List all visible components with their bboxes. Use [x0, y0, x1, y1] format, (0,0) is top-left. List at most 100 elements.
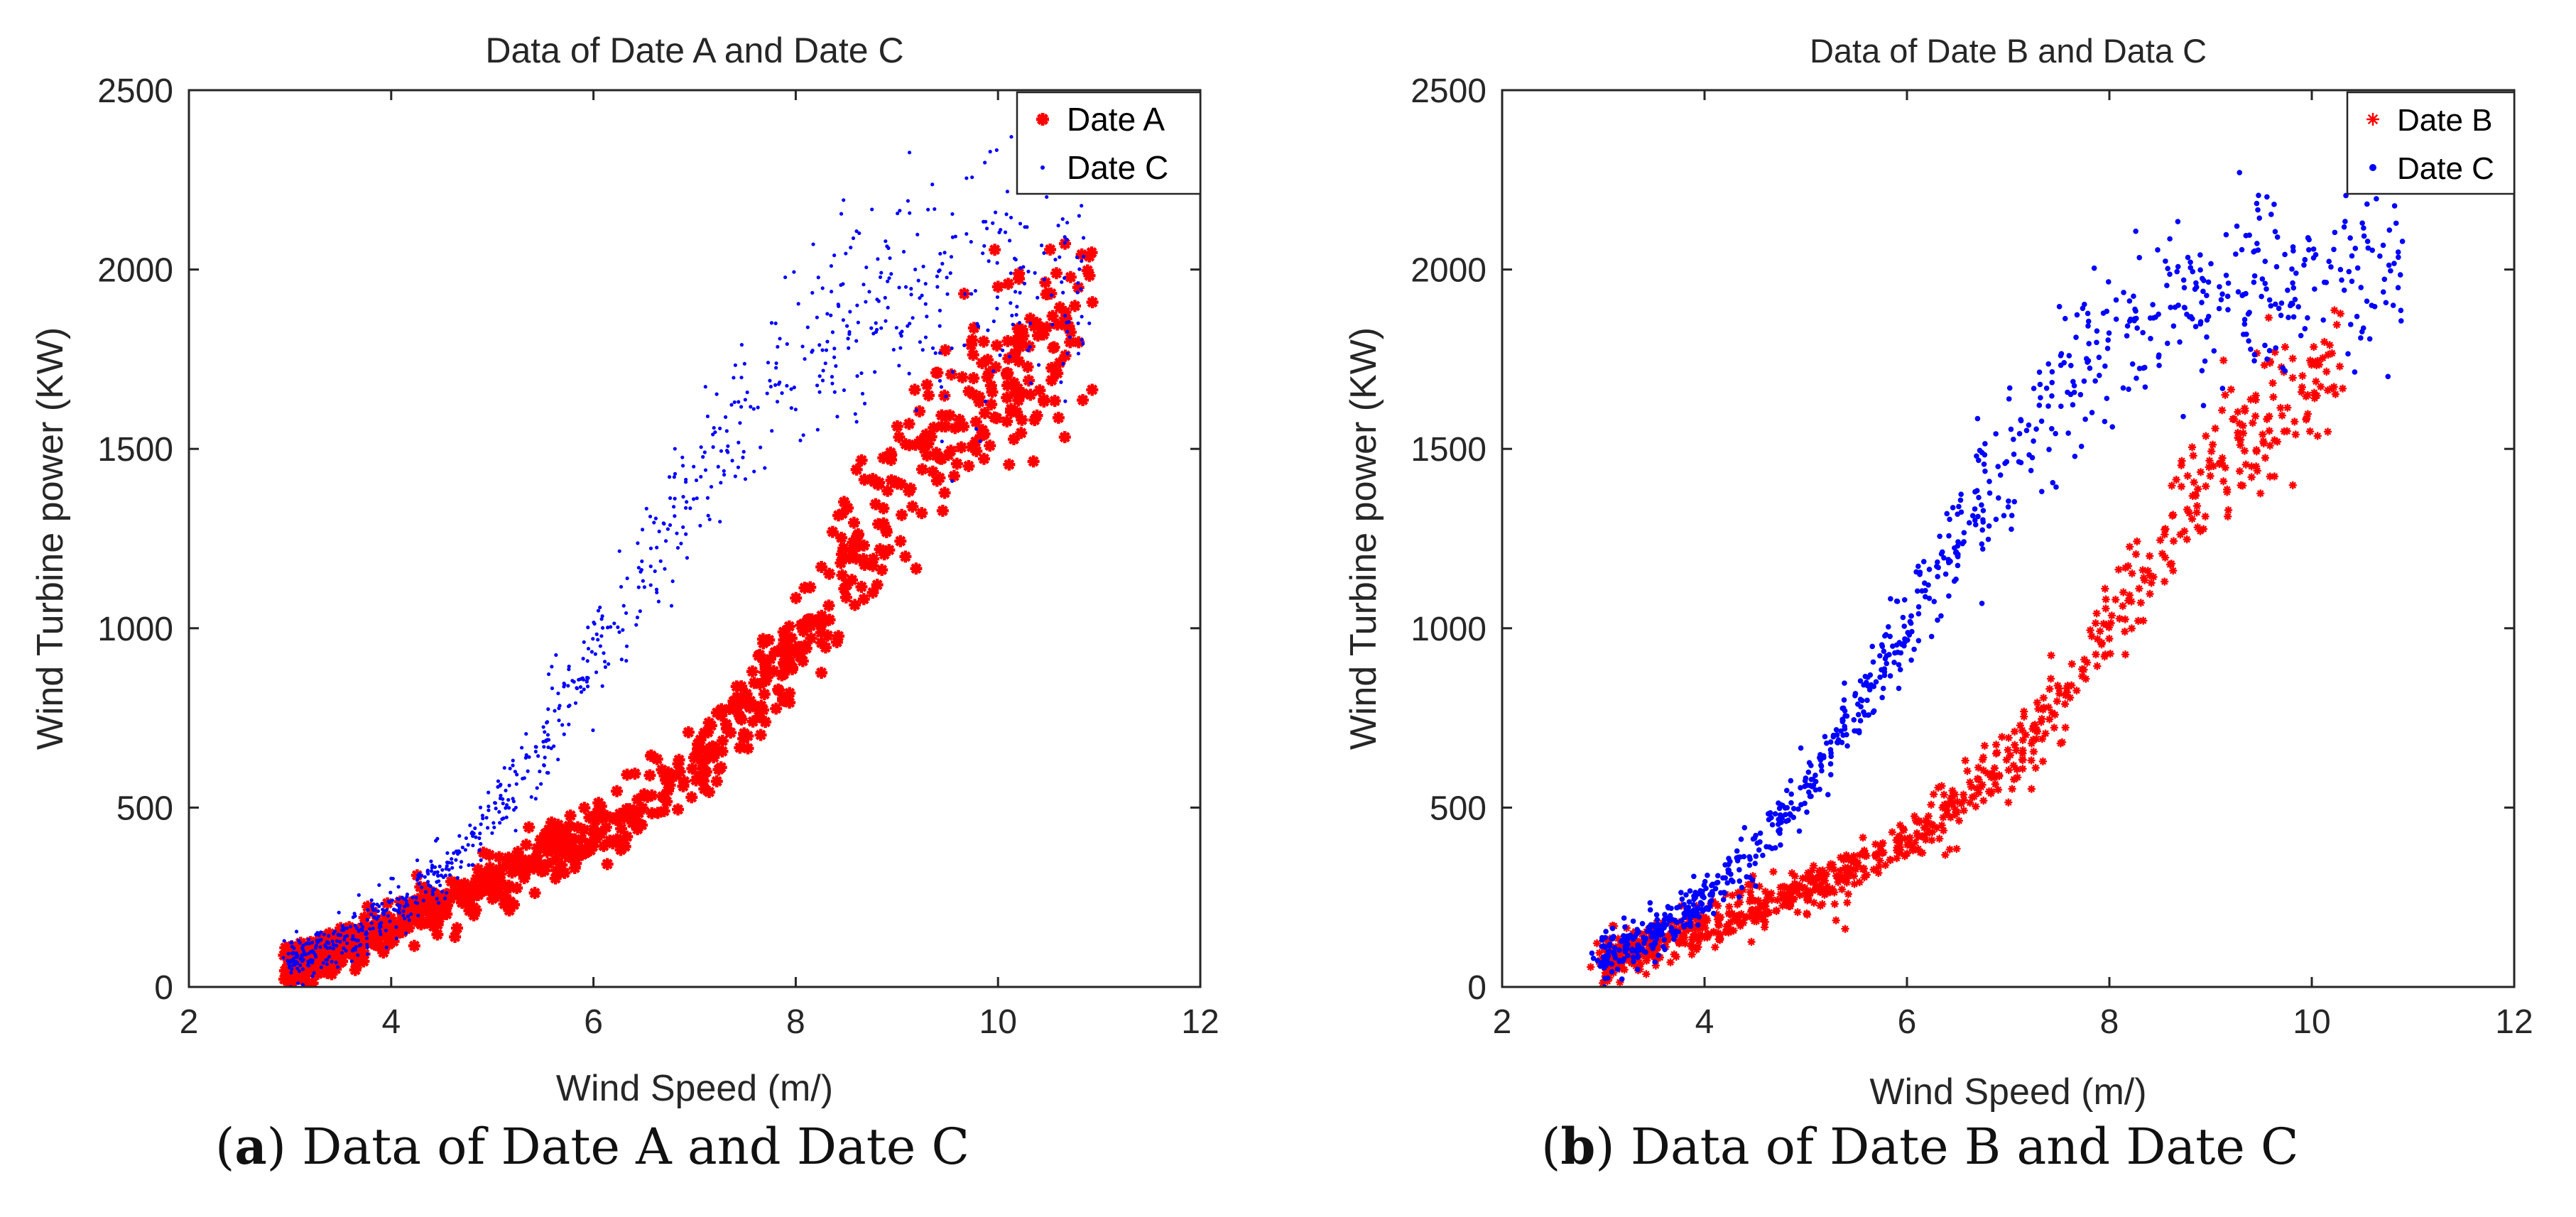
- data-point: [1960, 540, 1965, 547]
- data-point: [2268, 212, 2274, 217]
- data-point: [985, 398, 998, 410]
- data-point: [423, 875, 427, 879]
- data-point: [2181, 305, 2188, 310]
- data-point: [906, 501, 919, 513]
- data-point: [847, 536, 859, 549]
- data-point: [1881, 672, 1888, 679]
- data-point: [1641, 940, 1647, 946]
- data-point: [1709, 883, 1714, 888]
- data-point: [2285, 288, 2290, 293]
- data-point: [1958, 491, 1964, 497]
- data-point: [1025, 225, 1029, 229]
- data-point: [2251, 395, 2260, 404]
- data-point: [318, 945, 322, 949]
- data-point: [1678, 918, 1685, 924]
- data-point: [450, 866, 455, 870]
- data-point: [926, 207, 930, 212]
- data-point: [1893, 854, 1901, 863]
- data-point: [304, 952, 308, 956]
- data-point: [1005, 190, 1010, 194]
- data-point: [1629, 946, 1635, 952]
- data-point: [430, 866, 434, 870]
- data-point: [638, 609, 642, 613]
- data-point: [278, 973, 290, 986]
- data-point: [820, 286, 825, 290]
- data-point: [1935, 559, 1940, 565]
- data-point: [372, 915, 376, 919]
- data-point: [967, 349, 979, 361]
- data-point: [1714, 873, 1721, 879]
- data-point: [1881, 648, 1887, 654]
- data-point: [2253, 349, 2261, 357]
- data-point: [653, 516, 658, 520]
- data-point: [1080, 259, 1084, 263]
- data-point: [1928, 828, 1937, 836]
- data-point: [1849, 872, 1858, 880]
- data-point: [417, 882, 421, 886]
- data-point: [1077, 214, 1081, 218]
- chart-title: Data of Date B and Data C: [1810, 32, 2207, 70]
- data-point: [1817, 880, 1826, 888]
- data-point: [1960, 796, 1968, 804]
- data-point: [1753, 853, 1759, 859]
- data-point: [1980, 517, 1986, 523]
- data-point: [405, 895, 409, 899]
- data-point: [455, 896, 468, 909]
- data-point: [2276, 403, 2285, 413]
- data-point: [759, 716, 772, 728]
- data-point: [1938, 782, 1946, 790]
- data-point: [991, 339, 1004, 352]
- data-point: [2268, 378, 2277, 388]
- data-point: [558, 866, 571, 879]
- data-point: [894, 325, 898, 330]
- data-point: [599, 634, 604, 638]
- data-point: [2066, 353, 2072, 359]
- data-point: [322, 933, 335, 946]
- data-point: [2046, 675, 2055, 683]
- data-point: [723, 415, 728, 419]
- data-point: [2255, 207, 2261, 213]
- data-point: [1688, 944, 1697, 952]
- data-point: [479, 841, 483, 846]
- data-point: [712, 763, 725, 776]
- data-point: [598, 605, 602, 610]
- data-point: [822, 599, 835, 612]
- data-point: [520, 746, 524, 750]
- data-point: [983, 160, 987, 165]
- data-point: [925, 430, 938, 443]
- data-point: [884, 319, 888, 323]
- data-point: [1778, 842, 1783, 848]
- data-point: [1862, 673, 1869, 680]
- data-point: [499, 890, 511, 902]
- data-point: [854, 339, 859, 343]
- data-point: [720, 718, 733, 731]
- data-point: [2143, 567, 2152, 575]
- x-tick-label: 6: [584, 1003, 603, 1041]
- data-point: [1818, 763, 1825, 769]
- data-point: [1817, 884, 1826, 893]
- data-point: [938, 378, 942, 383]
- data-point: [1946, 593, 1952, 599]
- data-point: [2358, 335, 2364, 341]
- data-point: [2390, 302, 2396, 308]
- data-point: [2058, 403, 2064, 409]
- data-point: [1647, 907, 1653, 913]
- data-point: [2001, 513, 2007, 518]
- data-point: [1787, 811, 1793, 817]
- data-point: [933, 207, 937, 212]
- data-point: [1778, 902, 1787, 910]
- data-point: [1941, 555, 1947, 561]
- data-point: [636, 585, 641, 589]
- data-point: [1955, 562, 1961, 569]
- data-point: [886, 246, 891, 251]
- data-point: [1896, 685, 1902, 692]
- data-point: [685, 556, 690, 560]
- data-point: [2310, 246, 2317, 252]
- data-point: [325, 957, 330, 962]
- data-point: [1994, 785, 2003, 794]
- data-point: [1840, 732, 1846, 738]
- data-point: [1839, 705, 1846, 711]
- data-point: [648, 514, 653, 519]
- data-point: [359, 942, 363, 947]
